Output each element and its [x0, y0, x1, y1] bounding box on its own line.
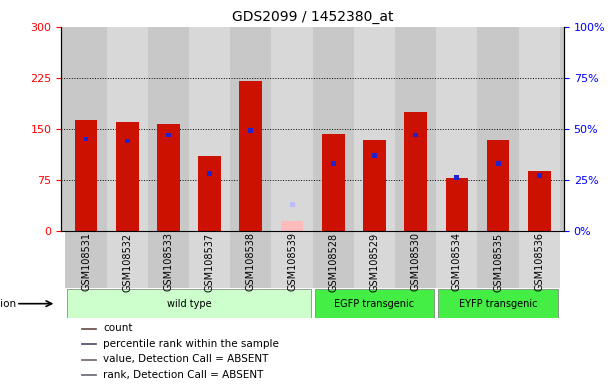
Bar [354, 231, 395, 288]
Bar [198, 156, 221, 231]
Bar [354, 27, 395, 231]
Bar [487, 140, 509, 231]
Bar [436, 27, 478, 231]
Bar [83, 137, 88, 141]
Bar [272, 231, 313, 288]
Text: GSM108532: GSM108532 [122, 232, 132, 291]
Bar [82, 343, 96, 344]
Text: GSM108529: GSM108529 [370, 232, 379, 291]
Bar [75, 120, 97, 231]
Bar [82, 374, 96, 375]
Text: wild type: wild type [167, 299, 211, 309]
Bar [528, 171, 550, 231]
Bar [495, 161, 500, 166]
Bar [363, 140, 386, 231]
Text: GSM108531: GSM108531 [81, 232, 91, 291]
Text: genotype/variation: genotype/variation [0, 299, 16, 309]
Bar [82, 328, 96, 329]
Bar [395, 27, 436, 231]
Bar [478, 231, 519, 288]
Bar [519, 231, 560, 288]
Bar [107, 27, 148, 231]
Bar [372, 153, 377, 158]
Text: EYFP transgenic: EYFP transgenic [459, 299, 537, 309]
FancyBboxPatch shape [314, 289, 434, 318]
Text: percentile rank within the sample: percentile rank within the sample [104, 339, 280, 349]
Text: GSM108533: GSM108533 [164, 232, 173, 291]
Bar [519, 27, 560, 231]
Text: GSM108537: GSM108537 [205, 232, 215, 291]
Bar [189, 27, 230, 231]
Text: count: count [104, 323, 133, 333]
Text: value, Detection Call = ABSENT: value, Detection Call = ABSENT [104, 354, 268, 364]
Bar [395, 231, 436, 288]
Text: GSM108528: GSM108528 [328, 232, 338, 291]
Text: GSM108535: GSM108535 [493, 232, 503, 291]
Text: rank, Detection Call = ABSENT: rank, Detection Call = ABSENT [104, 370, 264, 380]
FancyBboxPatch shape [438, 289, 558, 318]
Text: GSM108538: GSM108538 [246, 232, 256, 291]
Bar [289, 202, 294, 207]
Bar [413, 132, 418, 137]
Bar [248, 129, 253, 133]
Bar [166, 132, 171, 137]
Bar [454, 175, 459, 180]
Bar [148, 27, 189, 231]
Bar [230, 231, 272, 288]
Text: GSM108534: GSM108534 [452, 232, 462, 291]
Text: GSM108539: GSM108539 [287, 232, 297, 291]
Bar [436, 231, 478, 288]
FancyBboxPatch shape [67, 289, 311, 318]
Bar [116, 122, 139, 231]
Text: GSM108536: GSM108536 [535, 232, 544, 291]
Text: EGFP transgenic: EGFP transgenic [334, 299, 414, 309]
Bar [478, 27, 519, 231]
Bar [331, 161, 336, 166]
Bar [66, 231, 107, 288]
Bar [230, 27, 272, 231]
Bar [272, 27, 313, 231]
Bar [446, 178, 468, 231]
Bar [107, 231, 148, 288]
Bar [66, 27, 107, 231]
Bar [82, 359, 96, 360]
Bar [281, 220, 303, 231]
Bar [313, 27, 354, 231]
Bar [313, 231, 354, 288]
Bar [125, 139, 130, 143]
Title: GDS2099 / 1452380_at: GDS2099 / 1452380_at [232, 10, 394, 25]
Bar [405, 112, 427, 231]
Bar [207, 171, 212, 176]
Bar [537, 173, 542, 178]
Bar [157, 124, 180, 231]
Bar [322, 134, 345, 231]
Text: GSM108530: GSM108530 [411, 232, 421, 291]
Bar [189, 231, 230, 288]
Bar [240, 81, 262, 231]
Bar [148, 231, 189, 288]
